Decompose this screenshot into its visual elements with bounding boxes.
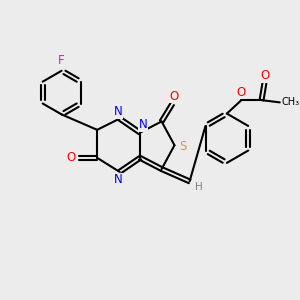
- Text: S: S: [179, 140, 187, 153]
- Text: O: O: [236, 86, 245, 99]
- Text: H: H: [195, 182, 203, 192]
- Text: N: N: [114, 173, 123, 186]
- Text: N: N: [139, 118, 148, 131]
- Text: N: N: [114, 105, 123, 118]
- Text: O: O: [67, 151, 76, 164]
- Text: O: O: [169, 90, 178, 103]
- Text: CH₃: CH₃: [281, 98, 299, 107]
- Text: O: O: [260, 69, 270, 82]
- Text: F: F: [58, 54, 65, 68]
